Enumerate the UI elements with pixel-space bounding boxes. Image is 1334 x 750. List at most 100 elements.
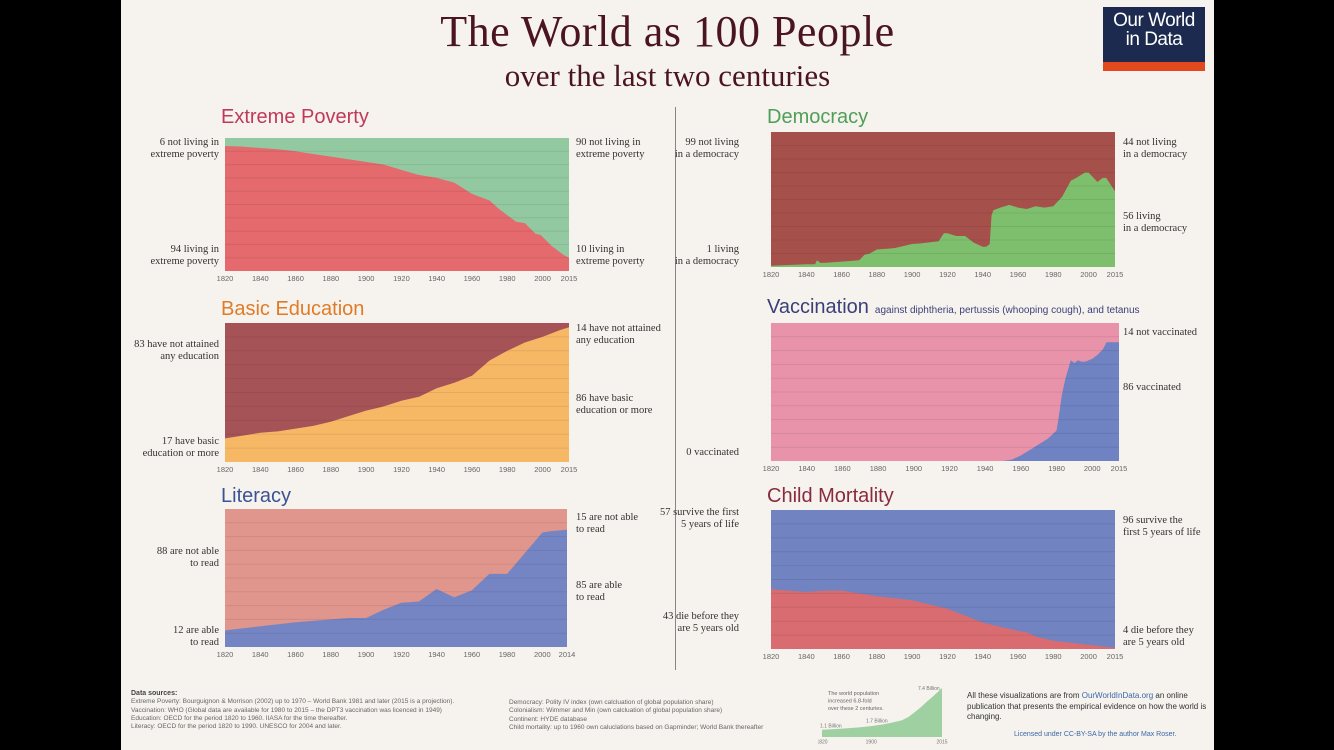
chart-subtitle: against diphtheria, pertussis (whooping … xyxy=(874,305,1140,316)
x-tick-label: 1900 xyxy=(904,652,921,661)
x-tick-label: 1860 xyxy=(287,650,304,659)
literacy-bottom-area xyxy=(225,529,567,647)
right-bottom-label-line: 86 vaccinated xyxy=(1123,382,1182,393)
x-tick-label: 2015 xyxy=(1111,464,1128,473)
owid-link[interactable]: OurWorldInData.org xyxy=(1081,691,1154,700)
right-bottom-label-line: 86 have basic xyxy=(576,393,634,404)
vaccination-chart: 1820 1840 1860 1880 1900 1920 1940 1960 1980 2000… xyxy=(763,323,1127,473)
left-top-label-line: 5 years of life xyxy=(680,519,739,530)
x-tick-label: 1940 xyxy=(977,464,994,473)
left-top-label-line: 83 have not attained xyxy=(134,339,219,350)
logo-line-1: Our World xyxy=(1113,10,1195,31)
x-tick-label: 1860 xyxy=(287,274,304,283)
right-top-label-line: to read xyxy=(576,524,605,535)
chart-title-text: Vaccination xyxy=(767,296,869,318)
population-note-line: The world population xyxy=(828,691,879,697)
x-tick-label: 1840 xyxy=(798,270,815,279)
logo-accent-bar xyxy=(1103,62,1205,71)
left-bottom-label-line: in a democracy xyxy=(674,256,739,267)
x-tick-label: 1820 xyxy=(763,464,780,473)
x-tick-label: 2015 xyxy=(561,274,578,283)
source-line: Extreme Poverty: Bourguignon & Morrison … xyxy=(131,698,455,706)
right-top-label: 96 survive the first 5 years of life xyxy=(1123,515,1201,539)
x-tick-label: 1880 xyxy=(322,650,339,659)
x-tick-label: 1920 xyxy=(941,464,958,473)
vaccination-bottom-area xyxy=(771,342,1119,461)
x-tick-label: 1920 xyxy=(393,465,410,474)
x-tick-label: 1940 xyxy=(428,465,445,474)
right-bottom-label-line: 10 living in xyxy=(576,244,625,255)
democracy-title: Democracy xyxy=(767,106,868,128)
x-tick-label: 1860 xyxy=(834,464,851,473)
left-top-label: 6 not living in extreme poverty xyxy=(121,137,219,161)
left-bottom-label: 12 are able to read xyxy=(121,625,219,649)
x-tick-label: 1900 xyxy=(358,465,375,474)
x-tick-label: 1940 xyxy=(428,650,445,659)
owid-logo[interactable]: Our World in Data xyxy=(1103,7,1205,71)
left-top-label-line: any education xyxy=(160,351,219,362)
x-tick-label: 1860 xyxy=(833,652,850,661)
credit-pre: All these visualizations are from xyxy=(967,691,1082,700)
x-tick-label: 1900 xyxy=(905,464,922,473)
vaccination-title: Vaccination against diphtheria, pertussis… xyxy=(767,296,1140,322)
source-line: Democracy: Polity IV index (own calcluat… xyxy=(509,699,714,706)
logo-line-2: in Data xyxy=(1125,29,1183,50)
chart-title-text: Democracy xyxy=(767,106,869,128)
right-top-label-line: 44 not living xyxy=(1123,137,1177,148)
population-annotation: 1.7 Billion xyxy=(866,719,888,725)
x-tick-label: 1880 xyxy=(869,652,886,661)
credit-post: an online publication that presents the … xyxy=(967,691,1207,721)
left-top-label-line: in a democracy xyxy=(674,149,739,160)
left-bottom-label-line: 94 living in xyxy=(170,244,219,255)
left-bottom-label-line: 1 living xyxy=(706,244,739,255)
x-tick-label: 2000 xyxy=(1080,270,1097,279)
left-top-label-line: extreme poverty xyxy=(150,149,219,160)
population-note-line: over these 2 centuries. xyxy=(828,706,884,712)
right-bottom-label-line: 4 die before they xyxy=(1123,625,1194,636)
x-tick-label: 1920 xyxy=(939,270,956,279)
right-bottom-label-line: 85 are able xyxy=(576,580,623,591)
left-bottom-label-line: 12 are able xyxy=(172,625,219,636)
left-bottom-label-line: education or more xyxy=(142,448,219,459)
x-tick-label: 2015 xyxy=(561,465,578,474)
x-tick-label: 2000 xyxy=(534,274,551,283)
source-line: Child mortality: up to 1960 own caluclat… xyxy=(509,723,764,731)
right-top-label: 14 have not attained any education xyxy=(576,323,661,347)
x-tick-label: 1840 xyxy=(798,652,815,661)
x-tick-label: 1960 xyxy=(1010,652,1027,661)
literacy-chart: 1820 1840 1860 1880 1900 1920 1940 1960 1980 2000… xyxy=(217,509,575,659)
literacy-title: Literacy xyxy=(221,485,291,507)
x-tick-label: 1980 xyxy=(1045,270,1062,279)
sources-heading: Data sources: xyxy=(131,690,178,697)
left-bottom-label-line: are 5 years old xyxy=(677,623,739,634)
chart-title-text: Literacy xyxy=(221,485,292,507)
democracy-chart: 1820 1840 1860 1880 1900 1920 1940 1960 1980 2000… xyxy=(763,132,1123,279)
right-top-label-line: 14 have not attained xyxy=(576,323,661,334)
left-bottom-label-line: to read xyxy=(190,637,219,648)
right-bottom-label: 86 vaccinated xyxy=(1123,382,1181,394)
world-population-chart: The world population increased 6.8-foldov… xyxy=(818,686,948,745)
right-top-label-line: any education xyxy=(576,335,635,346)
left-top-label: 88 are not able to read xyxy=(121,546,219,570)
chart-title-text: Child Mortality xyxy=(767,485,894,507)
right-bottom-label: 4 die before they are 5 years old xyxy=(1123,625,1194,649)
license-link[interactable]: Licensed under CC-BY-SA by the author Ma… xyxy=(1014,731,1177,738)
left-top-label: 99 not living in a democracy xyxy=(641,137,739,161)
extreme-poverty-bottom-area xyxy=(225,146,569,271)
right-top-label: 14 not vaccinated xyxy=(1123,327,1197,339)
x-tick-label: 1880 xyxy=(323,465,340,474)
x-tick-label: 2015 xyxy=(1107,652,1124,661)
source-line: Continent: HYDE database xyxy=(509,715,588,723)
basic-education-title: Basic Education xyxy=(221,298,364,320)
child-mortality-chart: 1820 1840 1860 1880 1900 1920 1940 1960 1980 2000… xyxy=(763,510,1123,661)
child-mortality-title: Child Mortality xyxy=(767,485,894,507)
population-x-tick: 1900 xyxy=(866,740,877,745)
x-tick-label: 1960 xyxy=(464,274,481,283)
page-title: The World as 100 People xyxy=(440,7,895,56)
left-top-label: 83 have not attained any education xyxy=(121,339,219,363)
population-x-tick: 2015 xyxy=(936,740,947,745)
population-area xyxy=(822,688,942,737)
right-bottom-label: 85 are able to read xyxy=(576,580,622,604)
credit-text: All these visualizations are from OurWor… xyxy=(967,691,1207,723)
x-tick-label: 1980 xyxy=(1045,652,1062,661)
